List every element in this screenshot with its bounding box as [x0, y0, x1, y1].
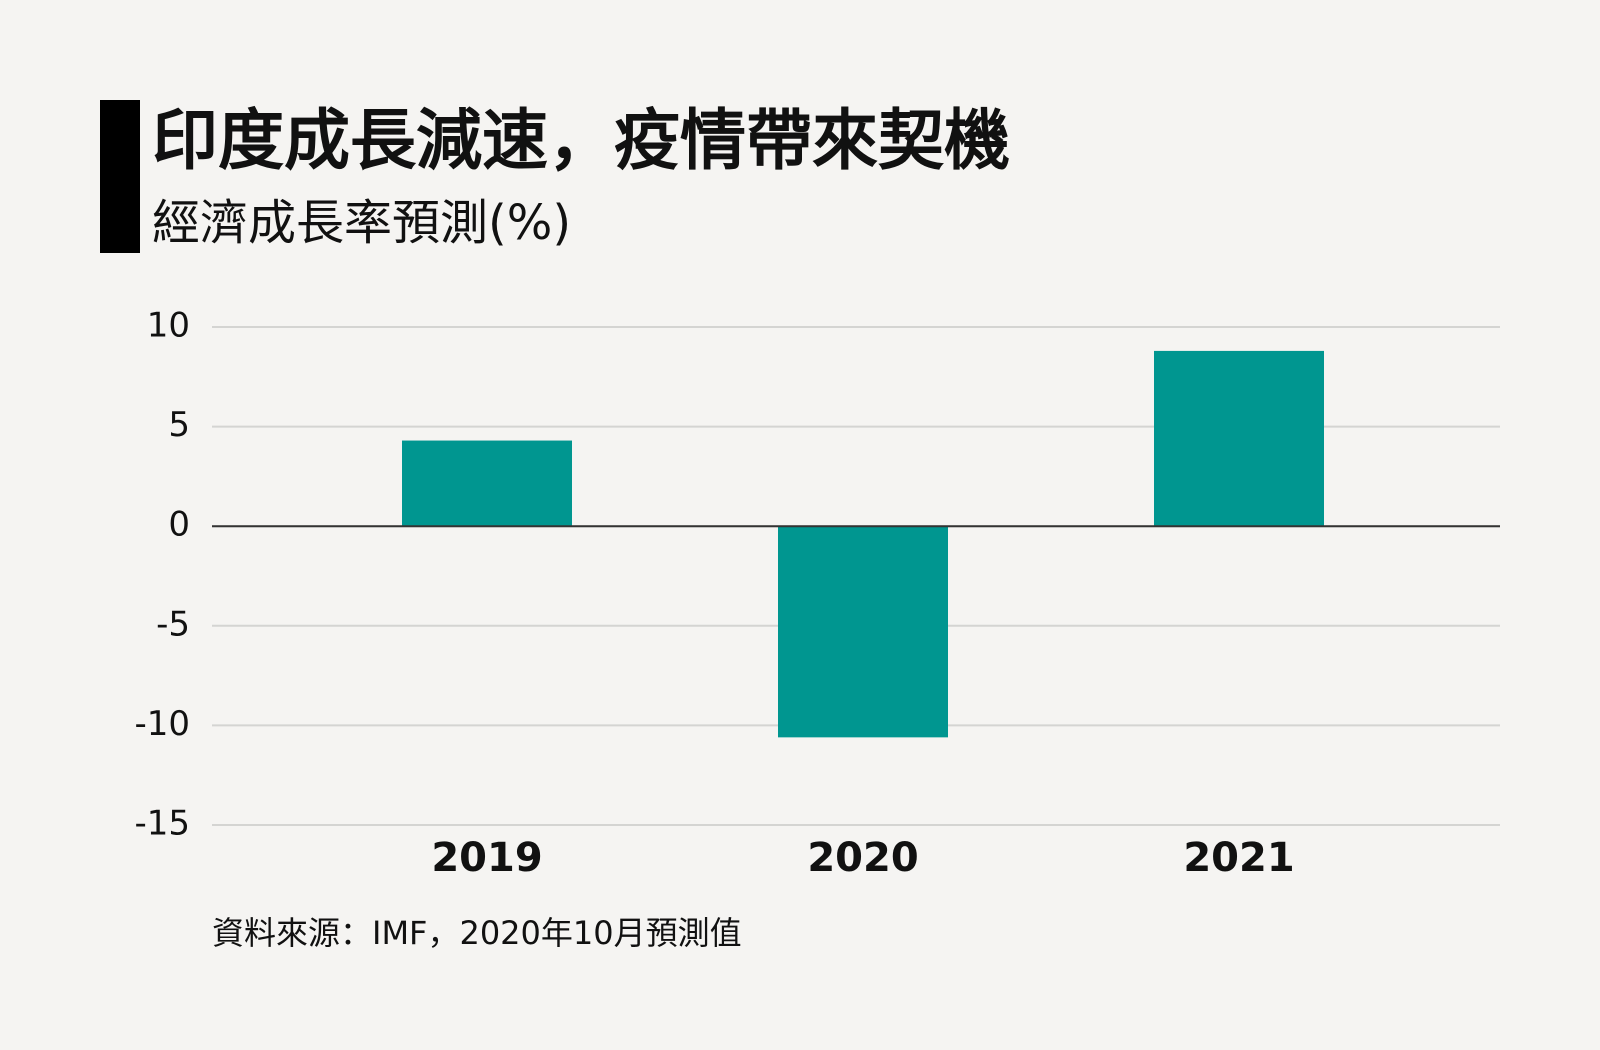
y-tick-label: 10	[147, 306, 190, 346]
bar	[778, 526, 948, 738]
chart-subtitle: 經濟成長率預測(%)	[152, 195, 571, 251]
bar	[1154, 350, 1324, 527]
x-tick-label: 2020	[807, 835, 918, 881]
y-tick-label: -10	[134, 704, 190, 744]
y-tick-label: -15	[134, 804, 190, 844]
bar	[402, 440, 572, 527]
title-accent-bar	[100, 100, 140, 253]
x-tick-label: 2019	[431, 835, 542, 881]
y-tick-label: 0	[168, 505, 190, 545]
y-tick-label: 5	[168, 405, 190, 445]
x-tick-label: 2021	[1183, 835, 1294, 881]
y-tick-label: -5	[156, 604, 190, 644]
source-note: 資料來源：IMF，2020年10月預測值	[212, 914, 742, 952]
chart-title: 印度成長減速，疫情帶來契機	[152, 102, 1010, 179]
